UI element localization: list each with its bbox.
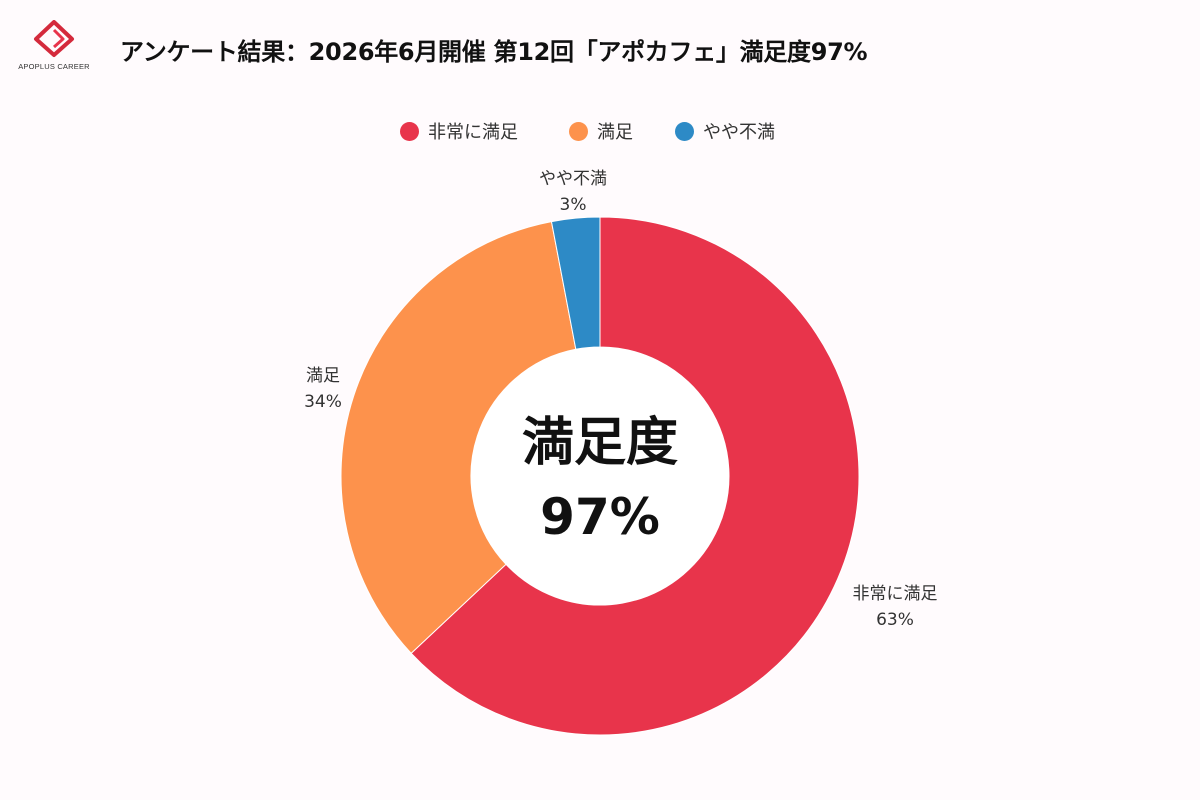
center-label: 満足度: [521, 413, 678, 473]
slice-label-percent: 34%: [304, 392, 342, 412]
logo-text: APOPLUS CAREER: [18, 62, 90, 71]
slice-label-name: 満足: [306, 366, 340, 386]
donut-center-summary: 満足度 97%: [470, 405, 730, 553]
legend-item-very-satisfied: 非常に満足: [400, 117, 518, 145]
legend-swatch-very-satisfied: [400, 121, 419, 141]
donut-hole: [471, 347, 729, 605]
legend-label: 満足: [597, 122, 633, 143]
slice-satisfied: [340, 221, 577, 655]
page-title: アンケート結果：2026年6月開催 第12回「アポカフェ」満足度97%: [120, 38, 868, 66]
slice-label-satisfied: 満足 34%: [268, 363, 378, 415]
slice-label-very-satisfied: 非常に満足 63%: [820, 581, 970, 633]
slice-label-slightly-dissatisfied: やや不満 3%: [508, 166, 638, 218]
legend-item-slightly-dissatisfied: やや不満: [675, 117, 775, 145]
chart-legend: 非常に満足 満足 やや不満: [0, 117, 1200, 147]
legend-swatch-slightly-dissatisfied: [675, 121, 694, 141]
slice-label-name: やや不満: [539, 169, 607, 189]
company-logo: APOPLUS CAREER: [14, 20, 94, 80]
slice-label-percent: 3%: [559, 195, 587, 215]
diamond-logo-icon: [34, 20, 74, 57]
legend-item-satisfied: 満足: [569, 117, 633, 145]
slice-label-percent: 63%: [876, 610, 914, 630]
center-value: 97%: [540, 488, 660, 546]
legend-label: 非常に満足: [428, 122, 518, 143]
header: APOPLUS CAREER アンケート結果：2026年6月開催 第12回「アポ…: [0, 0, 1200, 90]
legend-swatch-satisfied: [569, 121, 588, 141]
slice-label-name: 非常に満足: [852, 584, 938, 604]
legend-label: やや不満: [703, 122, 775, 143]
